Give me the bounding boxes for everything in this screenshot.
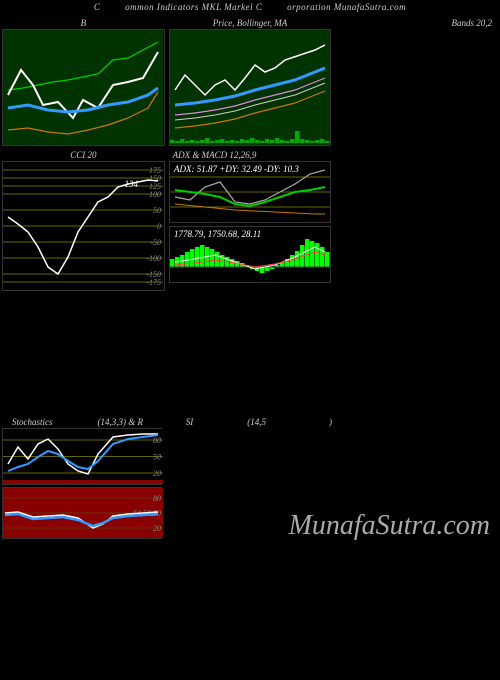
row-indicators: CCI 20 175150125100500-50-100-150-175134… — [2, 150, 498, 291]
panel-price-title: Price, Bollinger, MA — [169, 18, 332, 28]
svg-text:134: 134 — [125, 179, 139, 189]
panel-stoch-title: Stochastics (14,3,3) & R SI (14,5 ) — [2, 417, 498, 427]
panel-cci: 175150125100500-50-100-150-175134 — [2, 161, 165, 291]
panel-macd: 1778.79, 1750.68, 28.11 — [169, 226, 332, 283]
svg-text:-175: -175 — [146, 278, 161, 287]
spacer — [0, 295, 500, 415]
row-price: B Price, Bollinger, MA Bands 20,2 — [2, 18, 498, 146]
panel-cci-title: CCI 20 — [2, 150, 165, 160]
svg-text:20: 20 — [153, 469, 161, 478]
panel-b-title: B — [2, 18, 165, 28]
panel-b — [2, 29, 165, 146]
svg-text:-50: -50 — [150, 238, 161, 247]
panel-bands-title: Bands 20,2 — [335, 18, 498, 28]
panel-empty — [335, 150, 498, 291]
page-header: C ommon Indicators MKL Markel C orporati… — [0, 0, 500, 14]
svg-text:ADX: 51.87 +DY: 32.49 -DY: 10.: ADX: 51.87 +DY: 32.49 -DY: 10.3 — [173, 164, 299, 174]
svg-text:-100: -100 — [146, 254, 161, 263]
svg-text:100: 100 — [149, 190, 161, 199]
panel-adx: ADX: 51.87 +DY: 32.49 -DY: 10.3 — [169, 161, 332, 223]
panel-stoch-bottom: 8054,55,5020 — [2, 487, 162, 539]
svg-text:80: 80 — [153, 436, 161, 445]
svg-text:20: 20 — [153, 524, 161, 533]
svg-text:0: 0 — [157, 222, 161, 231]
panel-adx-title: ADX & MACD 12,26,9 — [169, 150, 332, 160]
svg-text:80: 80 — [153, 494, 161, 503]
panel-stoch-top: 80 50 20 — [2, 428, 162, 485]
panel-bands-empty — [335, 29, 498, 146]
svg-text:50: 50 — [153, 206, 161, 215]
panel-price — [169, 29, 332, 146]
svg-text:1778.79, 1750.68, 28.11: 1778.79, 1750.68, 28.11 — [174, 229, 261, 239]
svg-text:50: 50 — [153, 453, 161, 462]
